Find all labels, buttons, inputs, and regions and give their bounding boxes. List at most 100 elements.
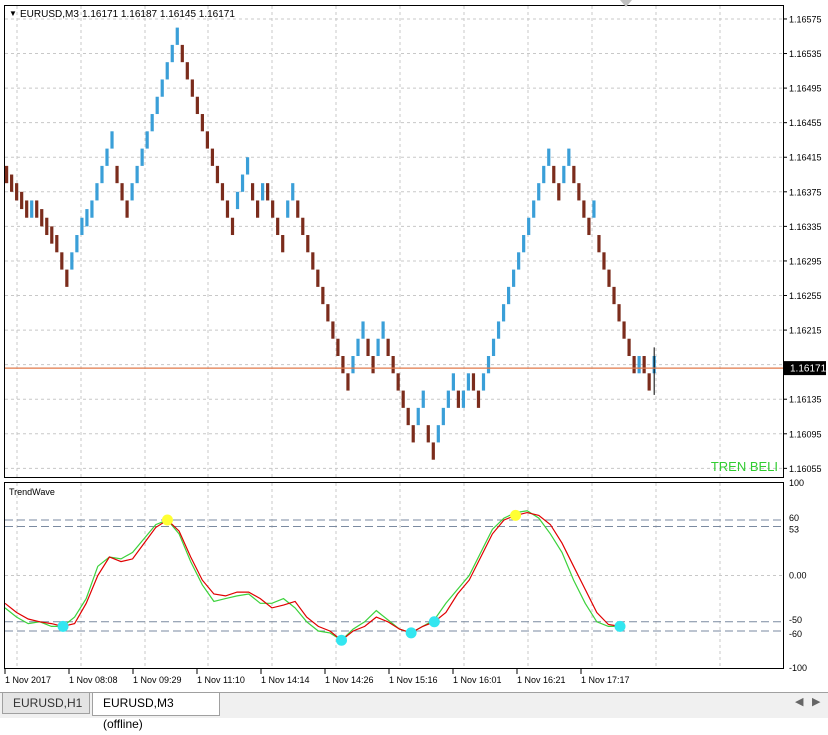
chart-canvas[interactable]: 1.16575 1.16535 1.16495 1.16455 1.16415 1.163… (0, 0, 828, 692)
current-price-box (784, 361, 826, 376)
tab-eurusd-h1[interactable]: EURUSD,H1 (2, 693, 90, 714)
down-brick (190, 79, 194, 97)
down-brick (431, 442, 435, 460)
up-brick (466, 373, 471, 391)
down-brick (25, 200, 29, 218)
oversold-dot (336, 634, 348, 646)
down-brick (401, 390, 405, 408)
up-brick (291, 183, 295, 201)
price-tick-label: 1.16575 (789, 14, 822, 24)
down-brick (321, 286, 325, 305)
time-tick-label: 1 Nov 08:08 (69, 675, 118, 685)
up-brick (135, 165, 139, 184)
scroll-shift-marker[interactable] (620, 0, 632, 7)
down-brick (552, 165, 556, 184)
down-brick (271, 200, 275, 218)
time-tick-label: 1 Nov 17:17 (581, 675, 630, 685)
up-brick (496, 321, 501, 339)
up-brick (481, 373, 486, 391)
oversold-dot (614, 620, 626, 632)
up-brick (522, 235, 526, 253)
down-brick (311, 252, 315, 270)
tab-scroll-right-icon[interactable]: ▶ (812, 696, 821, 708)
down-brick (331, 321, 335, 339)
down-brick (396, 373, 400, 391)
down-brick (471, 373, 476, 391)
up-brick (512, 269, 516, 287)
up-brick (100, 165, 104, 184)
up-brick (80, 217, 84, 236)
tab-scroll-left-icon[interactable]: ◀ (795, 696, 804, 708)
time-tick-label: 1 Nov 15:16 (389, 675, 438, 685)
indicator-title: TrendWave (9, 487, 55, 497)
oversold-dot (57, 620, 69, 632)
down-brick (391, 356, 395, 374)
down-brick (296, 200, 300, 218)
down-brick (612, 286, 616, 305)
down-brick (647, 373, 651, 391)
down-brick (617, 304, 621, 322)
down-brick (120, 183, 124, 201)
up-brick (30, 200, 34, 218)
up-brick (507, 286, 511, 305)
price-tick-label: 1.16455 (789, 118, 822, 128)
up-brick (155, 96, 159, 115)
down-brick (602, 252, 606, 270)
down-brick (50, 226, 54, 244)
up-brick (376, 338, 380, 357)
up-brick (160, 79, 164, 97)
price-tick-label: 1.16135 (789, 395, 822, 405)
up-brick (70, 252, 74, 270)
down-brick (587, 217, 591, 236)
up-brick (592, 200, 596, 218)
down-brick (326, 304, 330, 322)
down-brick (276, 217, 280, 236)
main-chart-grid (5, 6, 783, 477)
down-brick (281, 235, 285, 253)
up-brick (140, 148, 144, 166)
time-tick-label: 1 Nov 09:29 (133, 675, 182, 685)
down-brick (230, 217, 235, 236)
down-brick (20, 191, 24, 210)
down-brick (256, 200, 260, 218)
tab-eurusd-m3-offline[interactable]: EURUSD,M3 (offline) (92, 693, 220, 731)
time-tick-label: 1 Nov 16:21 (517, 675, 566, 685)
up-brick (491, 338, 496, 357)
up-brick (567, 148, 571, 166)
up-brick (356, 338, 360, 357)
price-tick-label: 1.16375 (789, 187, 822, 197)
current-price-label: 1.16171 (790, 364, 827, 375)
up-brick (527, 217, 531, 236)
oversold-dot (428, 616, 440, 628)
down-brick (306, 235, 310, 253)
down-brick (316, 269, 320, 287)
time-tick-label: 1 Nov 16:01 (453, 675, 502, 685)
down-brick (65, 269, 69, 287)
up-brick (461, 390, 466, 408)
down-brick (15, 183, 19, 201)
up-brick (416, 407, 420, 426)
time-tick-label: 1 Nov 14:14 (261, 675, 310, 685)
down-brick (225, 200, 230, 218)
down-brick (582, 200, 586, 218)
indicator-levels (5, 519, 783, 632)
up-brick (261, 183, 265, 201)
chart-ohlc-label: 1.16171 1.16187 1.16145 1.16171 (82, 9, 235, 20)
indicator-tick-label: -60 (789, 629, 802, 639)
down-brick (301, 217, 305, 236)
down-brick (35, 200, 39, 218)
down-brick (346, 373, 350, 391)
down-brick (622, 321, 626, 339)
indicator-tick-label: 0.00 (789, 571, 807, 581)
price-tick-label: 1.16415 (789, 153, 822, 163)
up-brick (90, 200, 94, 218)
down-brick (200, 114, 204, 132)
indicator-tick-label: 53 (789, 524, 799, 534)
down-brick (411, 425, 415, 443)
up-brick (175, 27, 179, 45)
symbol-dropdown-icon[interactable]: ▼ (9, 9, 17, 18)
up-brick (451, 373, 455, 391)
down-brick (220, 183, 225, 201)
down-brick (386, 338, 390, 357)
